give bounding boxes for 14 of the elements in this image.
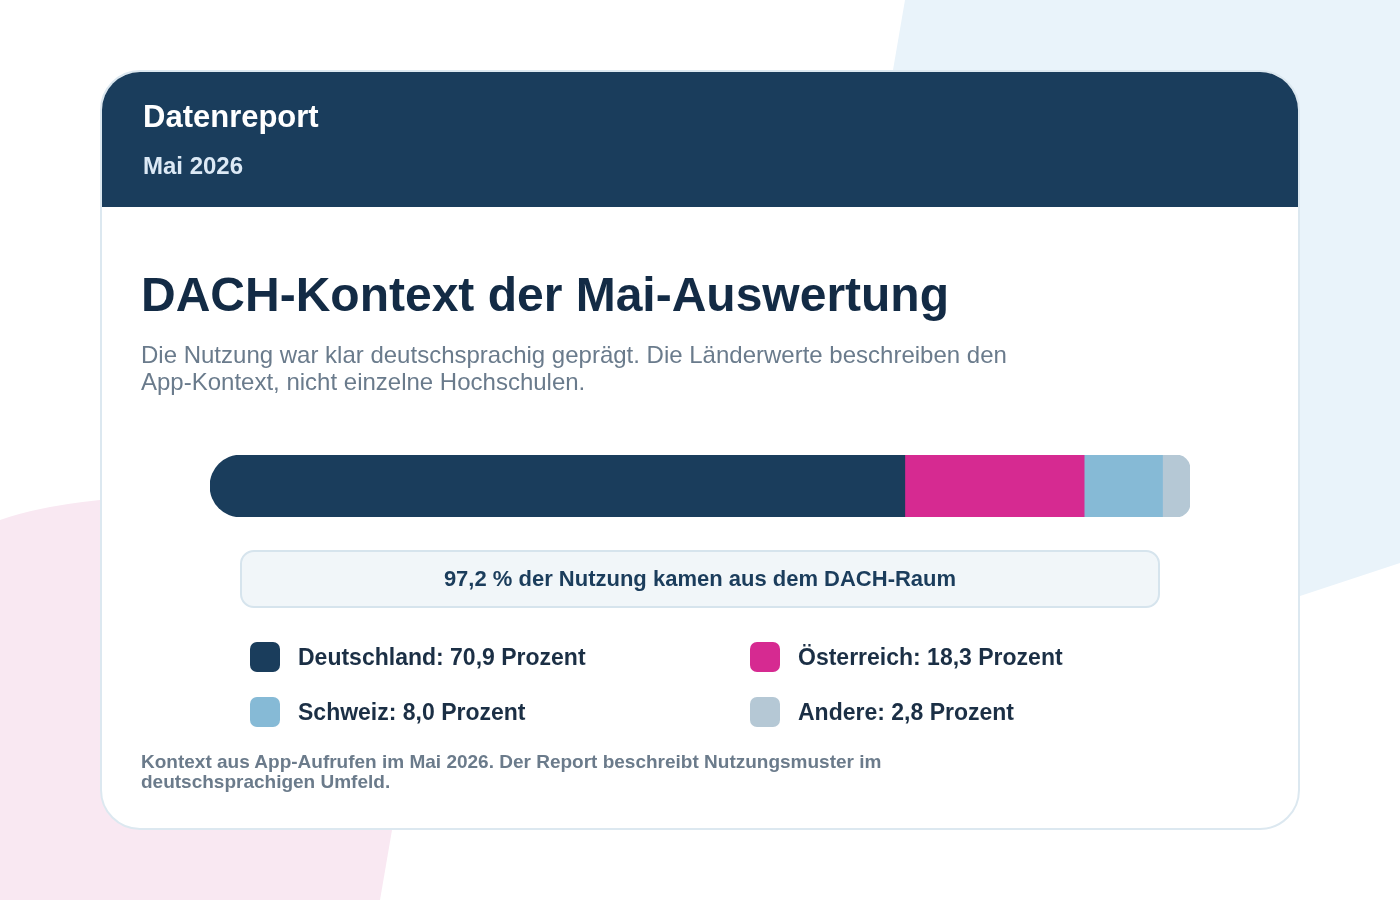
- legend-label: Schweiz: 8,0 Prozent: [298, 698, 526, 727]
- legend-label: Deutschland: 70,9 Prozent: [298, 643, 586, 672]
- bar: [1083, 455, 1163, 517]
- bar: [1162, 455, 1190, 517]
- bar: [210, 455, 906, 517]
- text: Kontext aus App-Aufrufen im Mai 2026. Der Report beschreibt Nutzungsmuster im deutschsprachigen Umfeld.: [141, 751, 882, 792]
- legend-label: Österreich: 18,3 Prozent: [798, 643, 1063, 672]
- text: Datenreport: [143, 99, 319, 134]
- legend-label: Andere: 2,8 Prozent: [798, 698, 1014, 727]
- bar: [904, 455, 1085, 517]
- text: Mai 2026: [143, 152, 244, 179]
- chart-title: DACH-Kontext der Mai-Auswertung: [141, 268, 950, 321]
- text: 97,2 % der Nutzung kamen aus dem DACH-Raum: [443, 566, 957, 591]
- chart-subtitle: Die Nutzung war klar deutschsprachig geprägt. Die Länderwerte beschreiben den App-Kontext, nicht einzelne Hochschulen.: [141, 341, 1007, 395]
